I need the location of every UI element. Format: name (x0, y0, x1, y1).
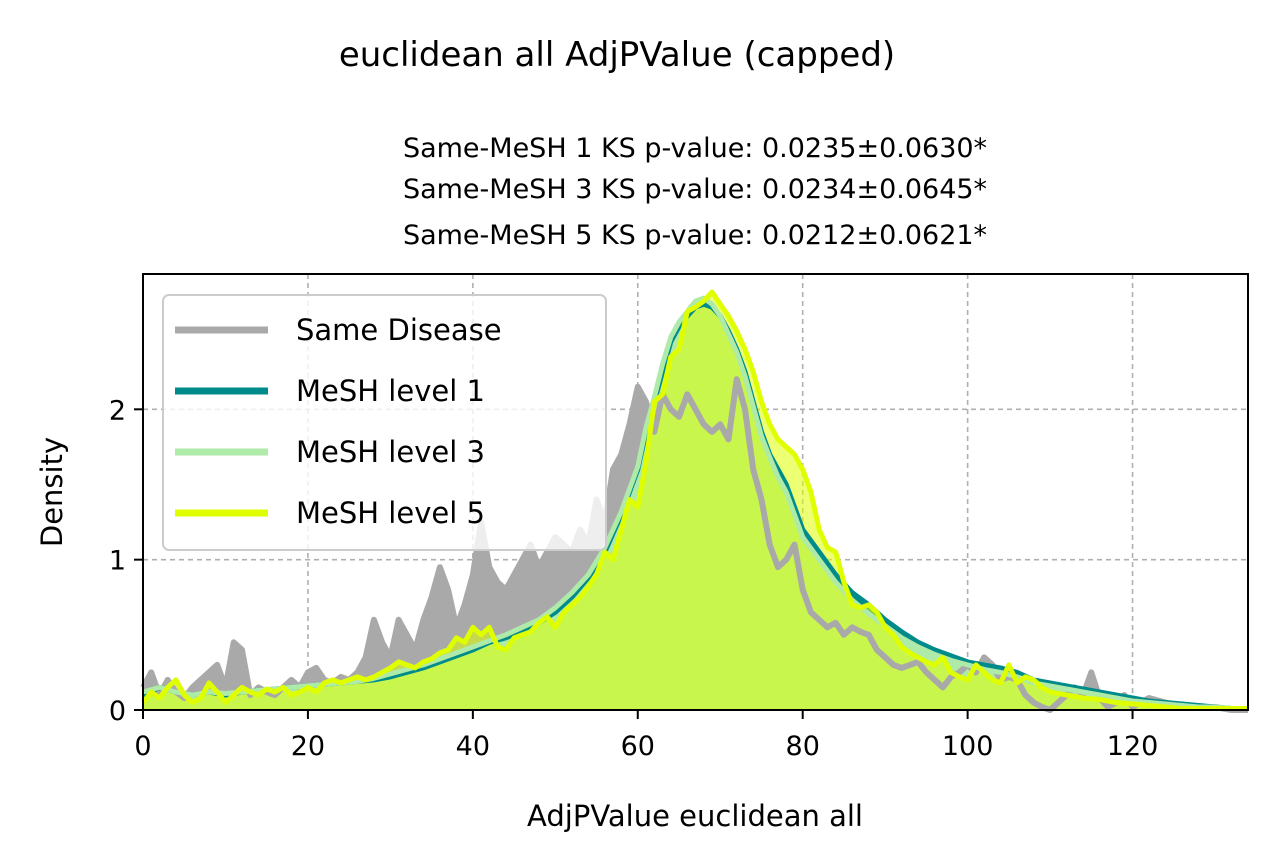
x-axis-ticks: 0 20 40 60 80 100 120 (134, 710, 1158, 762)
y-tick-label: 0 (109, 696, 126, 727)
x-tick-label: 100 (942, 731, 994, 762)
subtitle-line-1: Same-MeSH 1 KS p-value: 0.0235±0.0630* (403, 133, 987, 164)
x-tick-label: 120 (1107, 731, 1159, 762)
y-tick-label: 1 (109, 546, 126, 577)
x-tick-label: 40 (456, 731, 490, 762)
x-tick-label: 0 (134, 731, 151, 762)
series-fills (143, 292, 1248, 710)
subtitle-line-3: Same-MeSH 5 KS p-value: 0.0212±0.0621* (403, 220, 987, 251)
y-axis-label: Density (35, 437, 69, 547)
legend-label-mesh-level-5: MeSH level 5 (296, 496, 485, 530)
subtitle-line-2: Same-MeSH 3 KS p-value: 0.0234±0.0645* (403, 174, 987, 205)
y-tick-label: 2 (109, 395, 126, 426)
legend: Same Disease MeSH level 1 MeSH level 3 MeSH… (162, 294, 607, 551)
legend-label-mesh-level-3: MeSH level 3 (296, 435, 485, 469)
series-lines (140, 289, 1248, 713)
legend-label-mesh-level-1: MeSH level 1 (296, 374, 485, 408)
x-tick-label: 80 (786, 731, 820, 762)
x-tick-label: 60 (621, 731, 655, 762)
chart-subtitle: Same-MeSH 1 KS p-value: 0.0235±0.0630* S… (403, 133, 987, 251)
fill-mesh-level-5 (143, 292, 1248, 710)
legend-box (162, 294, 607, 551)
chart-title: euclidean all AdjPValue (capped) (339, 35, 895, 75)
line-mesh-level-5 (141, 289, 1248, 711)
legend-label-same-disease: Same Disease (296, 313, 502, 347)
y-axis-ticks: 0 1 2 (109, 395, 143, 727)
x-axis-label: AdjPValue euclidean all (527, 799, 863, 833)
plot-frame (142, 273, 1249, 711)
x-tick-label: 20 (291, 731, 325, 762)
